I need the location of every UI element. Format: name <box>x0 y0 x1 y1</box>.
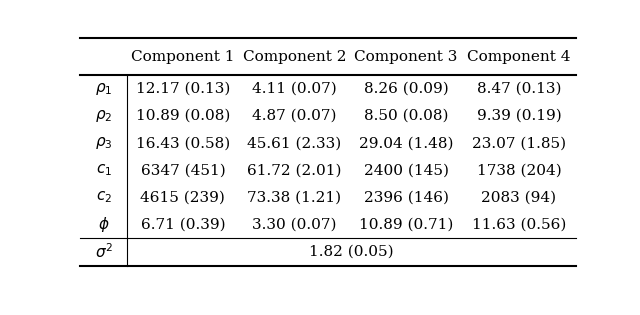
Text: Component 1: Component 1 <box>131 49 235 64</box>
Text: 3.30 (0.07): 3.30 (0.07) <box>252 218 337 232</box>
Text: 73.38 (1.21): 73.38 (1.21) <box>248 191 342 205</box>
Text: 8.50 (0.08): 8.50 (0.08) <box>364 109 449 123</box>
Text: $c_2$: $c_2$ <box>95 190 111 205</box>
Text: 8.47 (0.13): 8.47 (0.13) <box>477 82 561 96</box>
Text: $c_1$: $c_1$ <box>95 163 111 178</box>
Text: 4.87 (0.07): 4.87 (0.07) <box>252 109 337 123</box>
Text: $\rho_3$: $\rho_3$ <box>95 135 113 151</box>
Text: 1738 (204): 1738 (204) <box>477 163 561 177</box>
Text: 8.26 (0.09): 8.26 (0.09) <box>364 82 449 96</box>
Text: 10.89 (0.71): 10.89 (0.71) <box>359 218 453 232</box>
Text: 1.82 (0.05): 1.82 (0.05) <box>309 245 394 259</box>
Text: Component 4: Component 4 <box>467 49 571 64</box>
Text: Component 3: Component 3 <box>355 49 458 64</box>
Text: 2083 (94): 2083 (94) <box>481 191 557 205</box>
Text: 6.71 (0.39): 6.71 (0.39) <box>141 218 225 232</box>
Text: $\rho_2$: $\rho_2$ <box>95 108 112 124</box>
Text: 11.63 (0.56): 11.63 (0.56) <box>472 218 566 232</box>
Text: $\rho_1$: $\rho_1$ <box>95 81 112 97</box>
Text: 23.07 (1.85): 23.07 (1.85) <box>472 136 566 150</box>
Text: 45.61 (2.33): 45.61 (2.33) <box>248 136 342 150</box>
Text: 61.72 (2.01): 61.72 (2.01) <box>247 163 342 177</box>
Text: 12.17 (0.13): 12.17 (0.13) <box>136 82 230 96</box>
Text: $\sigma^2$: $\sigma^2$ <box>95 243 113 261</box>
Text: 4.11 (0.07): 4.11 (0.07) <box>252 82 337 96</box>
Text: 4615 (239): 4615 (239) <box>141 191 225 205</box>
Text: 16.43 (0.58): 16.43 (0.58) <box>136 136 230 150</box>
Text: $\phi$: $\phi$ <box>98 215 109 234</box>
Text: 6347 (451): 6347 (451) <box>141 163 225 177</box>
Text: 2396 (146): 2396 (146) <box>364 191 449 205</box>
Text: Component 2: Component 2 <box>243 49 346 64</box>
Text: 9.39 (0.19): 9.39 (0.19) <box>477 109 561 123</box>
Text: 2400 (145): 2400 (145) <box>364 163 449 177</box>
Text: 29.04 (1.48): 29.04 (1.48) <box>359 136 453 150</box>
Text: 10.89 (0.08): 10.89 (0.08) <box>136 109 230 123</box>
